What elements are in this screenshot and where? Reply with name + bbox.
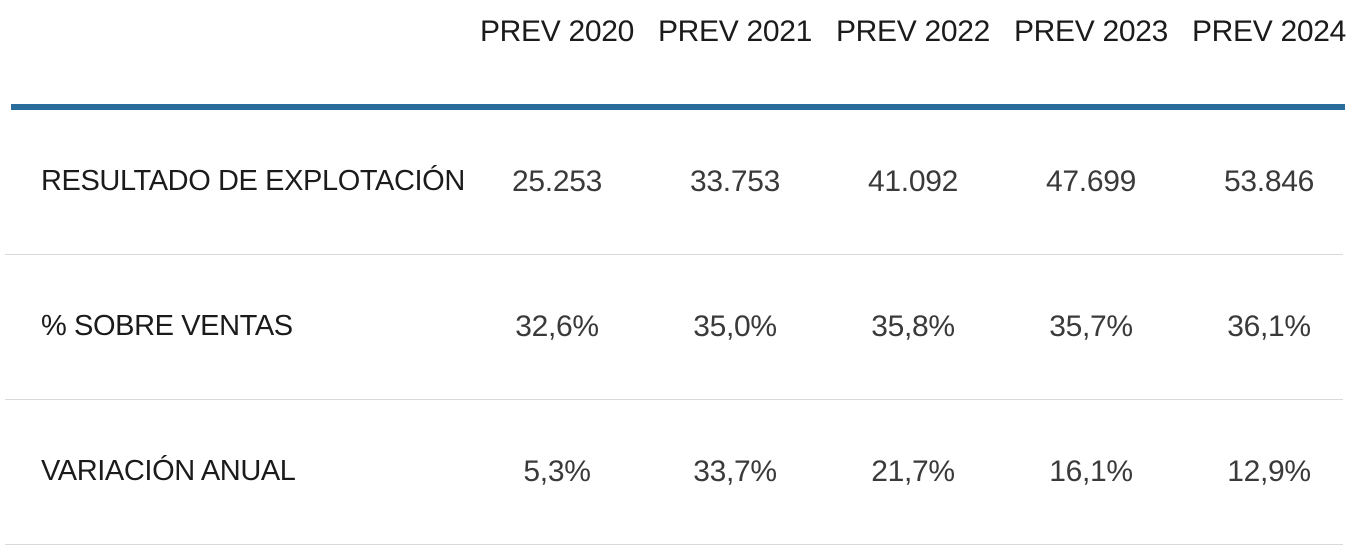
row-separator	[5, 254, 1343, 255]
column-header-prev-2024: PREV 2024	[1191, 15, 1347, 48]
cell-value: 53.846	[1224, 164, 1314, 198]
header-accent-rule	[11, 104, 1345, 110]
cell-value: 16,1%	[1049, 454, 1133, 488]
column-header-prev-2020: PREV 2020	[479, 15, 635, 48]
cell-value: 35,0%	[693, 309, 777, 343]
row-label: % SOBRE VENTAS	[41, 310, 293, 343]
column-header-prev-2022: PREV 2022	[835, 15, 991, 48]
row-label: RESULTADO DE EXPLOTACIÓN	[41, 165, 465, 198]
cell-value: 33.753	[690, 164, 780, 198]
cell-value: 33,7%	[693, 454, 777, 488]
table-header-row: PREV 2020 PREV 2021 PREV 2022 PREV 2023 …	[0, 0, 1359, 104]
column-header-prev-2021: PREV 2021	[657, 15, 813, 48]
cell-value: 5,3%	[523, 454, 591, 488]
row-label: VARIACIÓN ANUAL	[41, 455, 296, 488]
table-row-resultado-explotacion: RESULTADO DE EXPLOTACIÓN 25.253 33.753 4…	[0, 110, 1359, 254]
column-header-prev-2023: PREV 2023	[1013, 15, 1169, 48]
cell-value: 35,7%	[1049, 309, 1133, 343]
cell-value: 47.699	[1046, 164, 1136, 198]
row-separator	[5, 399, 1343, 400]
cell-value: 41.092	[868, 164, 958, 198]
cell-value: 12,9%	[1227, 454, 1311, 488]
table-row-sobre-ventas: % SOBRE VENTAS 32,6% 35,0% 35,8% 35,7% 3…	[0, 255, 1359, 399]
cell-value: 35,8%	[871, 309, 955, 343]
cell-value: 25.253	[512, 164, 602, 198]
cell-value: 21,7%	[871, 454, 955, 488]
cell-value: 32,6%	[515, 309, 599, 343]
cell-value: 36,1%	[1227, 309, 1311, 343]
table-row-variacion-anual: VARIACIÓN ANUAL 5,3% 33,7% 21,7% 16,1% 1…	[0, 400, 1359, 544]
row-separator	[5, 544, 1343, 545]
